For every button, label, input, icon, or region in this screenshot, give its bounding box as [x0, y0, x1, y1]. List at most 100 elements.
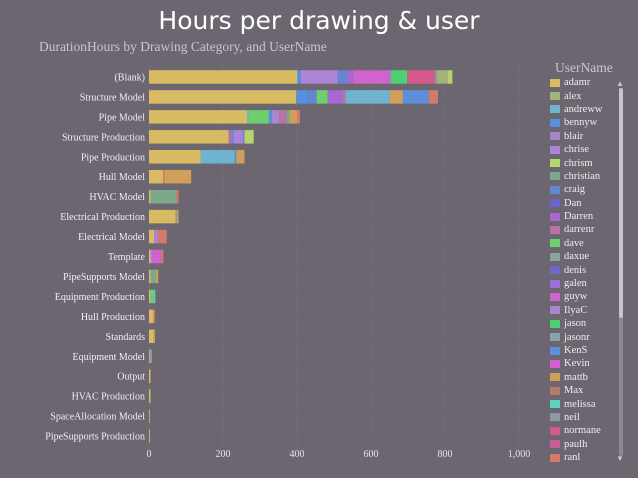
- bar-segment[interactable]: [234, 150, 237, 164]
- bar-segment[interactable]: [289, 110, 297, 124]
- bar-segment[interactable]: [342, 90, 346, 104]
- legend-item[interactable]: paulh: [550, 438, 620, 451]
- legend-item[interactable]: ranl: [550, 451, 620, 464]
- legend-item[interactable]: darrenr: [550, 223, 620, 236]
- legend-item[interactable]: chrise: [550, 143, 620, 156]
- bar-segment[interactable]: [164, 169, 192, 184]
- bar-segment[interactable]: [286, 110, 290, 124]
- bar-segment[interactable]: [271, 110, 280, 124]
- legend-list[interactable]: adamr alex andreww bennyw blair chrise chrism c…: [550, 76, 620, 464]
- bar-segment[interactable]: [149, 389, 151, 403]
- bar-segment[interactable]: [149, 409, 150, 423]
- legend-item[interactable]: adamr: [550, 76, 620, 89]
- bar-segment[interactable]: [156, 269, 159, 284]
- bar-segment[interactable]: [149, 249, 151, 264]
- bar-segment[interactable]: [236, 150, 245, 164]
- bar-segment[interactable]: [345, 90, 390, 104]
- bar-segment[interactable]: [296, 90, 308, 104]
- bar-segment[interactable]: [177, 209, 179, 224]
- bar-segment[interactable]: [149, 169, 164, 184]
- bar-segment[interactable]: [244, 130, 254, 144]
- bar-segment[interactable]: [435, 70, 437, 84]
- bar-segment[interactable]: [390, 70, 408, 84]
- legend-item[interactable]: dave: [550, 237, 620, 250]
- bar-segment[interactable]: [297, 110, 300, 124]
- bar-segment[interactable]: [268, 110, 272, 124]
- legend-item[interactable]: bennyw: [550, 116, 620, 129]
- bar-segment[interactable]: [150, 289, 154, 304]
- legend-item[interactable]: KenS: [550, 344, 620, 357]
- bar-segment[interactable]: [149, 229, 155, 244]
- bar-segment[interactable]: [307, 90, 317, 104]
- bar-segment[interactable]: [297, 70, 298, 84]
- legend-item[interactable]: chrism: [550, 156, 620, 169]
- legend-item[interactable]: IlyaC: [550, 304, 620, 317]
- bar-segment[interactable]: [233, 130, 243, 144]
- bar-segment[interactable]: [151, 249, 162, 264]
- bar-segment[interactable]: [436, 70, 448, 84]
- bar-segment[interactable]: [407, 70, 436, 84]
- bar-segment[interactable]: [150, 249, 152, 264]
- legend-item[interactable]: jason: [550, 317, 620, 330]
- bar-segment[interactable]: [149, 349, 150, 364]
- bar-segment[interactable]: [337, 70, 347, 84]
- bar-segment[interactable]: [228, 130, 232, 144]
- bar-segment[interactable]: [149, 130, 229, 144]
- legend-item[interactable]: Darren: [550, 210, 620, 223]
- legend-item[interactable]: jasonr: [550, 330, 620, 343]
- bar-segment[interactable]: [154, 229, 158, 244]
- bar-segment[interactable]: [150, 189, 177, 204]
- legend-item[interactable]: daxue: [550, 250, 620, 263]
- bar-segment[interactable]: [346, 70, 354, 84]
- legend-item[interactable]: neil: [550, 411, 620, 424]
- bar-segment[interactable]: [149, 90, 297, 104]
- legend-item[interactable]: Kevin: [550, 357, 620, 370]
- legend-item[interactable]: galen: [550, 277, 620, 290]
- bar-segment[interactable]: [153, 309, 155, 324]
- bar-segment[interactable]: [279, 110, 287, 124]
- bar-segment[interactable]: [389, 90, 403, 104]
- legend-scrollbar[interactable]: ▲ ▼: [615, 79, 627, 467]
- legend-item[interactable]: christian: [550, 170, 620, 183]
- legend-item[interactable]: melissa: [550, 397, 620, 410]
- bar-segment[interactable]: [316, 90, 328, 104]
- scroll-up-icon[interactable]: ▲: [616, 79, 624, 88]
- bar-segment[interactable]: [242, 130, 245, 144]
- legend-item[interactable]: Max: [550, 384, 620, 397]
- bar-segment[interactable]: [176, 189, 179, 204]
- legend-item[interactable]: craig: [550, 183, 620, 196]
- bar-segment[interactable]: [149, 349, 152, 364]
- scroll-down-icon[interactable]: ▼: [616, 454, 624, 463]
- bar-segment[interactable]: [149, 329, 154, 344]
- bar-segment[interactable]: [353, 70, 391, 84]
- bar-segment[interactable]: [153, 289, 156, 304]
- bar-segment[interactable]: [447, 70, 453, 84]
- bar-segment[interactable]: [163, 169, 165, 184]
- bar-segment[interactable]: [149, 429, 150, 443]
- bar-segment[interactable]: [150, 269, 157, 284]
- bar-segment[interactable]: [149, 309, 154, 324]
- legend-item[interactable]: Dan: [550, 197, 620, 210]
- bar-segment[interactable]: [149, 289, 151, 304]
- bar-segment[interactable]: [149, 110, 248, 124]
- legend-item[interactable]: alex: [550, 89, 620, 102]
- bar-segment[interactable]: [428, 90, 438, 104]
- legend-item[interactable]: normane: [550, 424, 620, 437]
- bar-segment[interactable]: [157, 229, 167, 244]
- bar-segment[interactable]: [149, 70, 297, 84]
- bar-segment[interactable]: [297, 70, 301, 84]
- bar-segment[interactable]: [247, 110, 249, 124]
- bar-segment[interactable]: [149, 269, 151, 284]
- bar-segment[interactable]: [153, 329, 155, 344]
- legend-item[interactable]: blair: [550, 130, 620, 143]
- scroll-thumb[interactable]: [619, 88, 623, 318]
- legend-item[interactable]: guyw: [550, 290, 620, 303]
- bar-segment[interactable]: [149, 369, 151, 383]
- bar-segment[interactable]: [231, 130, 234, 144]
- bar-segment[interactable]: [402, 90, 429, 104]
- bar-segment[interactable]: [149, 209, 176, 224]
- bar-segment[interactable]: [248, 110, 269, 124]
- bar-segment[interactable]: [200, 150, 235, 164]
- bar-segment[interactable]: [175, 209, 178, 224]
- legend-item[interactable]: andreww: [550, 103, 620, 116]
